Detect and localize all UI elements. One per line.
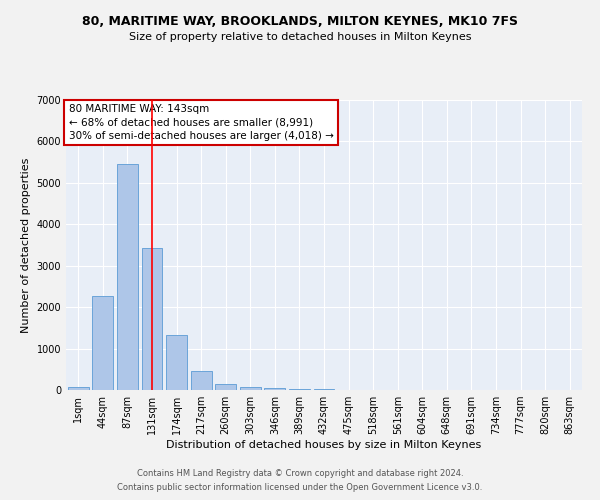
Bar	[92, 296, 113, 390]
X-axis label: Distribution of detached houses by size in Milton Keynes: Distribution of detached houses by size …	[166, 440, 482, 450]
Bar	[240, 387, 261, 390]
Text: 80, MARITIME WAY, BROOKLANDS, MILTON KEYNES, MK10 7FS: 80, MARITIME WAY, BROOKLANDS, MILTON KEY…	[82, 15, 518, 28]
Text: Contains public sector information licensed under the Open Government Licence v3: Contains public sector information licen…	[118, 484, 482, 492]
Text: 80 MARITIME WAY: 143sqm
← 68% of detached houses are smaller (8,991)
30% of semi: 80 MARITIME WAY: 143sqm ← 68% of detache…	[68, 104, 334, 141]
Y-axis label: Number of detached properties: Number of detached properties	[21, 158, 31, 332]
Bar	[265, 388, 286, 390]
Bar	[117, 164, 138, 390]
Text: Size of property relative to detached houses in Milton Keynes: Size of property relative to detached ho…	[129, 32, 471, 42]
Bar	[215, 384, 236, 390]
Bar	[191, 371, 212, 390]
Bar	[68, 386, 89, 390]
Bar	[142, 248, 163, 390]
Bar	[166, 336, 187, 390]
Text: Contains HM Land Registry data © Crown copyright and database right 2024.: Contains HM Land Registry data © Crown c…	[137, 468, 463, 477]
Bar	[289, 389, 310, 390]
